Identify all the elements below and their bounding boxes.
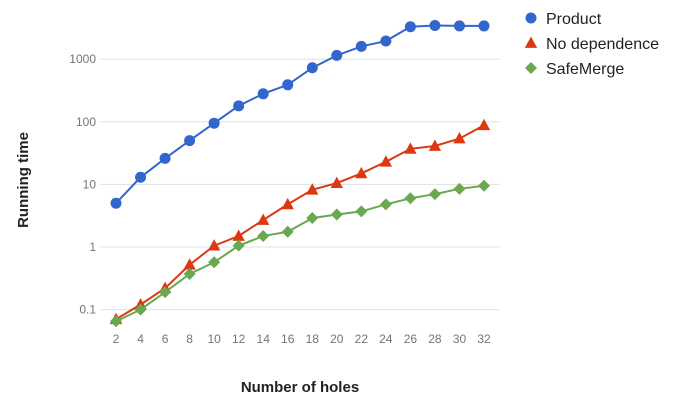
series-no-dependence <box>109 118 491 325</box>
gridlines <box>100 58 500 311</box>
series-group <box>109 20 491 328</box>
x-axis-title: Number of holes <box>241 379 359 396</box>
data-point-safemerge <box>379 198 392 211</box>
x-tick-label: 16 <box>281 332 295 346</box>
series-line-no-dependence <box>115 124 485 321</box>
data-point-no-dependence <box>257 213 270 225</box>
data-point-product <box>478 20 490 32</box>
x-tick-label: 14 <box>257 332 271 346</box>
data-point-product <box>404 21 416 33</box>
legend: Product No dependence SafeMerge <box>524 11 659 78</box>
x-tick-label: 24 <box>379 332 393 346</box>
y-tick-label: 1000 <box>69 52 96 66</box>
data-point-no-dependence <box>207 239 221 251</box>
data-point-product <box>355 40 367 52</box>
data-point-product <box>135 171 147 183</box>
data-point-no-dependence <box>428 139 442 151</box>
data-point-safemerge <box>232 239 245 252</box>
legend-item-safemerge: SafeMerge <box>525 61 624 78</box>
legend-marker-no-dependence <box>524 36 538 48</box>
data-point-safemerge <box>478 179 490 192</box>
x-tick-label: 28 <box>428 332 442 346</box>
data-point-safemerge <box>208 256 221 269</box>
data-point-product <box>257 88 269 100</box>
data-point-no-dependence <box>281 197 294 210</box>
data-point-safemerge <box>159 286 172 299</box>
y-tick-label: 100 <box>76 115 96 129</box>
x-tick-label: 6 <box>162 332 169 346</box>
x-tick-label: 26 <box>404 332 418 346</box>
data-point-product <box>233 100 245 112</box>
x-tick-label: 8 <box>186 332 193 346</box>
data-point-product <box>453 20 465 32</box>
series-line-safemerge <box>115 184 485 323</box>
legend-label: Product <box>546 11 602 28</box>
data-point-product <box>380 35 392 47</box>
x-axis-ticks: 2 4 6 8 10 12 14 16 18 20 22 24 26 28 30 32 <box>113 332 491 346</box>
data-point-safemerge <box>281 225 294 238</box>
legend-marker-product <box>525 12 537 24</box>
data-point-safemerge <box>257 229 270 242</box>
data-point-no-dependence <box>183 258 196 270</box>
x-tick-label: 2 <box>113 332 120 346</box>
data-point-no-dependence <box>477 118 491 131</box>
data-point-product <box>429 20 441 32</box>
y-tick-label: 10 <box>83 177 97 191</box>
data-point-product <box>159 152 171 164</box>
series-product <box>110 20 490 209</box>
x-tick-label: 32 <box>477 332 491 346</box>
data-point-no-dependence <box>232 229 245 241</box>
data-point-no-dependence <box>404 142 417 154</box>
data-point-no-dependence <box>330 176 343 188</box>
data-point-safemerge <box>355 205 368 218</box>
y-axis-ticks: 0.1 1 10 100 1000 <box>69 52 96 316</box>
data-point-safemerge <box>183 268 196 281</box>
data-point-safemerge <box>428 188 441 201</box>
series-line-product <box>115 24 484 204</box>
data-point-safemerge <box>134 303 147 316</box>
x-tick-label: 4 <box>137 332 144 346</box>
data-point-safemerge <box>330 208 343 221</box>
data-point-no-dependence <box>453 132 466 144</box>
legend-label: No dependence <box>546 36 659 53</box>
legend-item-no-dependence: No dependence <box>524 36 659 53</box>
data-point-product <box>208 117 220 129</box>
data-point-safemerge <box>404 192 417 205</box>
data-point-product <box>110 197 122 209</box>
x-tick-label: 20 <box>330 332 344 346</box>
data-point-product <box>282 79 294 91</box>
legend-marker-safemerge <box>525 62 537 74</box>
data-point-product <box>331 49 343 61</box>
x-tick-label: 18 <box>306 332 320 346</box>
legend-item-product: Product <box>525 11 602 28</box>
data-point-product <box>184 135 196 147</box>
data-point-no-dependence <box>355 166 368 179</box>
x-tick-label: 12 <box>232 332 246 346</box>
data-point-safemerge <box>306 212 319 225</box>
data-point-no-dependence <box>379 155 393 167</box>
x-tick-label: 30 <box>453 332 467 346</box>
x-tick-label: 22 <box>355 332 369 346</box>
y-tick-label: 1 <box>89 240 96 254</box>
data-point-safemerge <box>453 182 466 195</box>
data-point-product <box>306 62 318 74</box>
legend-label: SafeMerge <box>546 61 624 78</box>
data-point-safemerge <box>110 315 122 328</box>
x-tick-label: 10 <box>207 332 221 346</box>
data-point-no-dependence <box>306 183 319 195</box>
y-tick-label: 0.1 <box>79 303 96 317</box>
series-safemerge <box>110 179 490 328</box>
y-axis-title: Running time <box>15 132 32 228</box>
